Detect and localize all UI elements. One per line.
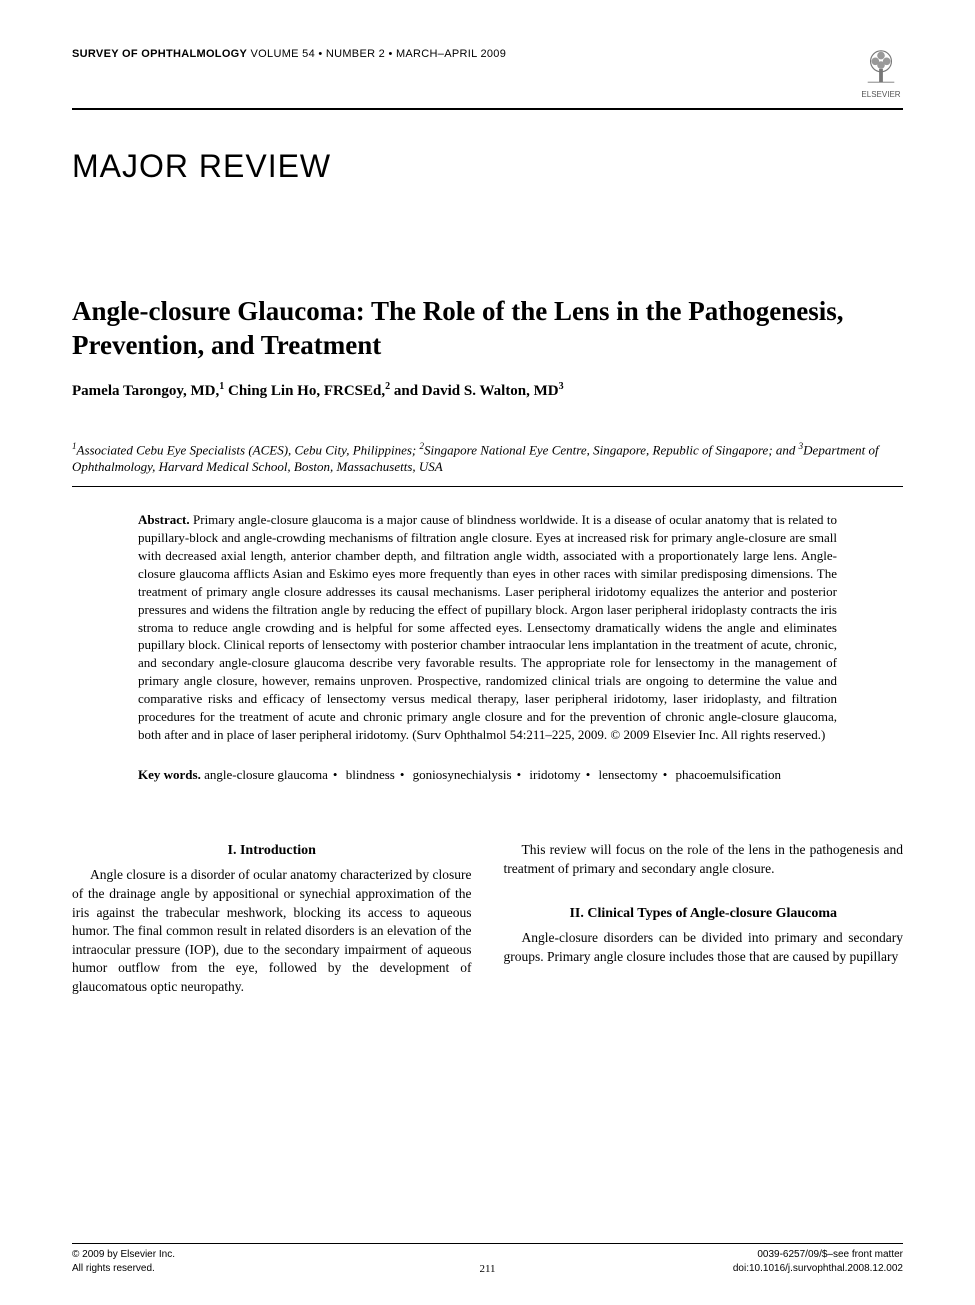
publisher-logo: ELSEVIER (859, 48, 903, 100)
affil-text: Associated Cebu Eye Specialists (ACES), … (77, 442, 420, 457)
keyword: blindness (346, 767, 395, 782)
author: and David S. Walton, MD (390, 383, 559, 399)
author-line: Pamela Tarongoy, MD,1 Ching Lin Ho, FRCS… (72, 381, 903, 400)
keywords-list: angle-closure glaucoma• blindness• gonio… (204, 767, 781, 782)
author: Pamela Tarongoy, MD, (72, 383, 219, 399)
issue-info: VOLUME 54 • NUMBER 2 • MARCH–APRIL 2009 (247, 48, 506, 60)
keyword: lensectomy (599, 767, 658, 782)
keyword-separator: • (328, 767, 343, 782)
keywords-label: Key words. (138, 767, 201, 782)
keyword-separator: • (512, 767, 527, 782)
footer-right: 0039-6257/09/$–see front matter doi:10.1… (733, 1248, 903, 1275)
abstract-label: Abstract. (138, 512, 190, 527)
keyword-separator: • (581, 767, 596, 782)
keyword: angle-closure glaucoma (204, 767, 328, 782)
elsevier-tree-icon (862, 48, 900, 86)
section-label: MAJOR REVIEW (72, 148, 903, 185)
keyword-separator: • (658, 767, 673, 782)
body-columns: I. Introduction Angle closure is a disor… (72, 841, 903, 997)
journal-name: SURVEY OF OPHTHALMOLOGY (72, 48, 247, 60)
publisher-name: ELSEVIER (859, 90, 903, 99)
page-header: SURVEY OF OPHTHALMOLOGY VOLUME 54 • NUMB… (72, 48, 903, 100)
affil-rule (72, 486, 903, 487)
author-affil-ref: 3 (559, 381, 564, 392)
intro-paragraph: Angle closure is a disorder of ocular an… (72, 866, 472, 996)
rights-line: All rights reserved. (72, 1262, 175, 1276)
keyword-separator: • (395, 767, 410, 782)
keyword: goniosynechialysis (413, 767, 512, 782)
affil-text: Singapore National Eye Centre, Singapore… (424, 442, 799, 457)
intro-continuation: This review will focus on the role of th… (504, 841, 904, 878)
abstract-citation: (Surv Ophthalmol 54:211–225, 2009. © 200… (412, 727, 825, 742)
keywords: Key words. angle-closure glaucoma• blind… (138, 766, 837, 785)
keyword: phacoemulsification (676, 767, 781, 782)
copyright-line: © 2009 by Elsevier Inc. (72, 1248, 175, 1262)
footer-left: © 2009 by Elsevier Inc. All rights reser… (72, 1248, 175, 1275)
author: Ching Lin Ho, FRCSEd, (224, 383, 385, 399)
abstract-body: Primary angle-closure glaucoma is a majo… (138, 512, 837, 742)
abstract: Abstract. Primary angle-closure glaucoma… (138, 511, 837, 744)
article-title: Angle-closure Glaucoma: The Role of the … (72, 295, 903, 363)
keyword: iridotomy (529, 767, 580, 782)
right-column: This review will focus on the role of th… (504, 841, 904, 997)
affiliations: 1Associated Cebu Eye Specialists (ACES),… (72, 440, 903, 476)
left-column: I. Introduction Angle closure is a disor… (72, 841, 472, 997)
issn-line: 0039-6257/09/$–see front matter (733, 1248, 903, 1262)
section-heading-clinical: II. Clinical Types of Angle-closure Glau… (504, 906, 904, 923)
header-rule (72, 108, 903, 110)
section-heading-intro: I. Introduction (72, 841, 472, 860)
journal-issue-line: SURVEY OF OPHTHALMOLOGY VOLUME 54 • NUMB… (72, 48, 506, 60)
page-footer: © 2009 by Elsevier Inc. All rights reser… (72, 1243, 903, 1275)
clinical-paragraph: Angle-closure disorders can be divided i… (504, 929, 904, 966)
doi-line: doi:10.1016/j.survophthal.2008.12.002 (733, 1262, 903, 1276)
